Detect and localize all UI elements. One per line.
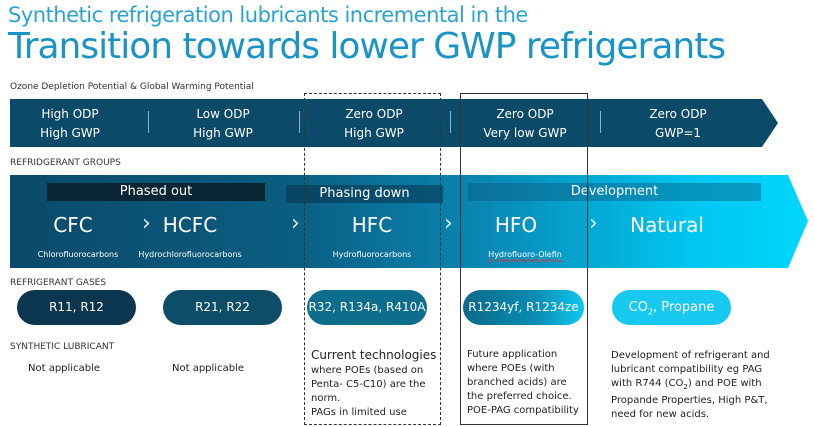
lubricant-natural: Development of refrigerant and lubricant… [611, 349, 786, 422]
natural-subscript: 2 [683, 383, 688, 391]
co2-subscript: 2 [647, 307, 654, 317]
odp-arrow-bar: High ODP High GWP Low ODP High GWP Zero OD… [10, 99, 778, 147]
natural-text-a: Development of refrigerant and lubricant… [611, 350, 770, 389]
odp-item: Zero ODP High GWP [314, 105, 434, 143]
natural-text-b: ) and POE with Propande Properties, High… [611, 378, 768, 420]
current-last: PAGs in limited use [311, 407, 407, 418]
gas-pill-hcfc: R21, R22 [163, 290, 282, 325]
lubricant-hfc: Current technologies where POEs (based on… [311, 348, 439, 420]
group-cfc-sub: Chlorofluorocarbons [37, 250, 119, 259]
gas-pill-natural: CO2, Propane [612, 290, 731, 325]
current-heading: Current technologies [311, 348, 437, 362]
phase-development: Development [468, 183, 761, 201]
divider [600, 111, 601, 133]
odp-line: Zero ODP [345, 107, 403, 121]
odp-item: Low ODP High GWP [163, 105, 283, 143]
gas-pill-hfc: R32, R134a, R410A [307, 290, 427, 325]
gwp-line: High GWP [40, 126, 100, 140]
divider [299, 111, 300, 133]
group-hfo-sub: Hydrofluoro-Olefin [488, 250, 562, 259]
phase-phasing-down: Phasing down [286, 185, 443, 203]
odp-item: Zero ODP Very low GWP [465, 105, 585, 143]
odp-item: Zero ODP GWP=1 [618, 105, 738, 143]
gas-pill-cfc: R11, R12 [17, 290, 136, 325]
hfo-solid-highlight [460, 93, 588, 425]
odp-line: High ODP [41, 107, 99, 121]
future-text: Future application where POEs (with bran… [467, 349, 572, 402]
group-cfc: CFC [53, 213, 93, 237]
divider [450, 111, 451, 133]
groups-label: REFRIDGERANT GROUPS [10, 158, 121, 168]
odp-label: Ozone Depletion Potential & Global Warmi… [10, 82, 254, 92]
phase-phased-out: Phased out [47, 183, 265, 201]
divider [148, 111, 149, 133]
chevron-right-icon: › [444, 211, 453, 236]
lubricant-label: SYNTHETIC LUBRICANT [10, 342, 115, 352]
group-hcfc-sub: Hydrochlorofluorocarbons [138, 250, 242, 259]
group-hfc-sub: Hydrofluorocarbons [332, 250, 412, 259]
group-hfc: HFC [351, 213, 393, 237]
co2-text: CO [628, 300, 648, 315]
current-text: where POEs (based on Penta- C5-C10) are … [311, 365, 426, 404]
odp-line: Zero ODP [496, 107, 554, 121]
group-hfo: HFO [494, 213, 538, 237]
gases-label: REFRIGERANT GASES [10, 278, 107, 288]
chevron-right-icon: › [142, 211, 151, 236]
group-natural: Natural [630, 213, 704, 237]
lubricant-hfo: Future application where POEs (with bran… [467, 348, 585, 418]
odp-item: High ODP High GWP [10, 105, 130, 143]
gwp-line: High GWP [193, 126, 253, 140]
chevron-right-icon: › [291, 211, 300, 236]
future-last: POE-PAG compatibility [467, 405, 579, 416]
title-line-1: Synthetic refrigeration lubricants incre… [8, 3, 528, 27]
odp-line: Low ODP [196, 107, 250, 121]
chevron-right-icon: › [589, 211, 598, 236]
propane-text: , Propane [653, 300, 715, 315]
gwp-line: Very low GWP [483, 126, 567, 140]
odp-line: Zero ODP [649, 107, 707, 121]
gwp-line: GWP=1 [654, 126, 702, 140]
title-line-2: Transition towards lower GWP refrigerant… [8, 26, 726, 67]
hfc-dashed-highlight [304, 93, 441, 425]
lubricant-hcfc: Not applicable [172, 363, 244, 374]
gwp-line: High GWP [344, 126, 404, 140]
gas-pill-hfo: R1234yf, R1234ze [463, 290, 584, 325]
lubricant-cfc: Not applicable [28, 363, 100, 374]
group-hcfc: HCFC [162, 213, 218, 237]
groups-arrow-bar: Phased out Phasing down Development CFC … [10, 175, 808, 268]
